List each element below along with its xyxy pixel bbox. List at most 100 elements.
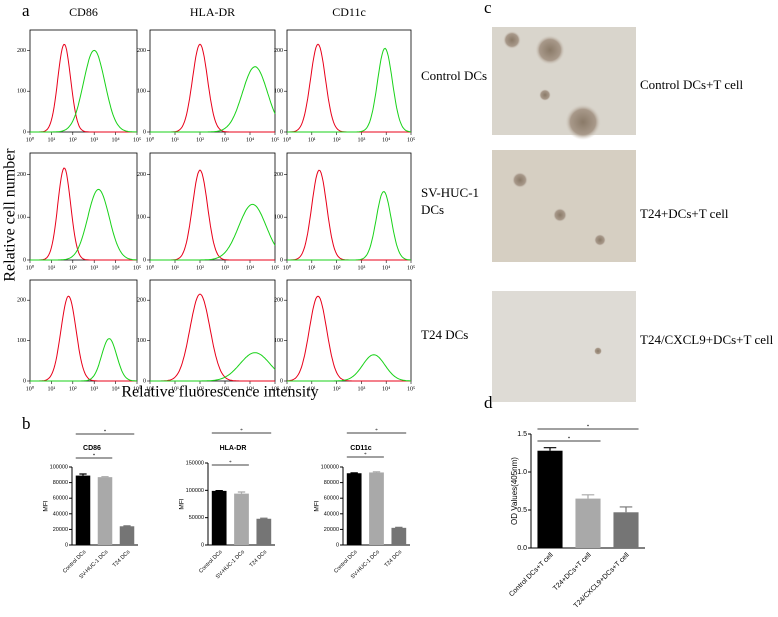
y-tick-label: 100 — [17, 89, 26, 95]
error-bar — [581, 494, 595, 499]
error-bar — [543, 447, 557, 451]
cluster — [512, 172, 528, 188]
x-tick-label: 10¹ — [47, 137, 55, 143]
y-axis-label: MFI — [314, 500, 321, 511]
y-tick-label: 200 — [274, 298, 283, 304]
significance-label: * — [229, 461, 232, 466]
y-tick-label: 0 — [65, 542, 68, 548]
y-tick-label: 0 — [143, 129, 146, 135]
panel-label: b — [22, 414, 31, 433]
y-tick-label: 1.5 — [517, 431, 527, 438]
y-tick-label: 200 — [17, 48, 26, 54]
x-tick-label: 10³ — [221, 137, 229, 143]
y-tick-label: 40000 — [53, 511, 68, 517]
x-tick-label: 10³ — [90, 386, 98, 392]
x-tick-label: 10⁴ — [382, 265, 390, 271]
y-tick-label: 100 — [274, 338, 283, 344]
y-tick-label: 80000 — [53, 480, 68, 486]
y-tick-label: 0 — [201, 542, 204, 548]
x-tick-label: T24 DCs — [112, 549, 132, 569]
x-tick-label: 10⁰ — [283, 385, 292, 392]
histogram-curve — [30, 188, 137, 261]
significance-label: * — [93, 454, 96, 459]
y-axis-label: OD Values(405nm) — [510, 457, 519, 525]
y-tick-label: 200 — [274, 172, 283, 178]
y-axis-label: MFI — [43, 500, 50, 511]
x-tick-label: 10⁵ — [407, 137, 415, 143]
x-tick-label: 10⁴ — [382, 137, 390, 143]
chart-title: CD11c — [350, 445, 372, 452]
y-tick-label: 0 — [336, 542, 339, 548]
x-tick-label: 10⁴ — [246, 137, 254, 143]
y-tick-label: 0 — [23, 378, 26, 384]
y-tick-label: 200 — [137, 172, 146, 178]
x-tick-label: 10⁰ — [146, 385, 155, 392]
error-bar — [79, 473, 87, 476]
histogram-frame — [29, 29, 138, 133]
x-tick-label: 10² — [69, 386, 77, 392]
x-tick-label: 10⁵ — [133, 265, 141, 271]
x-tick-label: 10⁵ — [407, 386, 415, 392]
bar — [234, 493, 249, 545]
histogram-curve — [150, 169, 275, 261]
histogram-curve — [30, 295, 137, 382]
histogram-frame — [29, 279, 138, 382]
cluster — [553, 208, 567, 222]
x-tick-label: 10³ — [221, 265, 229, 271]
x-tick-label: 10¹ — [47, 265, 55, 271]
histogram-curve — [150, 203, 276, 261]
column-header: HLA-DR — [190, 5, 235, 19]
error-bar — [260, 517, 268, 519]
histogram-curve — [30, 43, 137, 133]
x-tick-label: 10¹ — [171, 265, 179, 271]
y-tick-label: 100000 — [50, 464, 68, 470]
histogram-curve — [287, 354, 411, 382]
y-tick-label: 100 — [274, 215, 283, 221]
histogram-frame — [286, 279, 412, 382]
y-tick-label: 0 — [143, 257, 146, 263]
significance-label: * — [587, 425, 590, 430]
y-tick-label: 20000 — [324, 527, 339, 533]
y-axis-label: Relative cell number — [2, 148, 19, 282]
y-tick-label: 200 — [17, 172, 26, 178]
y-axis-label: MFI — [179, 498, 186, 509]
significance-label: * — [375, 429, 378, 434]
cluster — [503, 31, 521, 49]
x-tick-label: 10³ — [357, 386, 365, 392]
x-tick-label: 10¹ — [308, 137, 316, 143]
y-tick-label: 0 — [280, 378, 283, 384]
x-tick-label: 10³ — [357, 265, 365, 271]
x-tick-label: 10³ — [90, 265, 98, 271]
y-tick-label: 50000 — [189, 515, 204, 521]
histogram-curve — [287, 191, 411, 261]
row-label: T24 DCs — [421, 327, 469, 342]
histogram-curve — [30, 338, 138, 382]
y-tick-label: 0 — [280, 257, 283, 263]
x-tick-label: 10¹ — [47, 386, 55, 392]
image — [492, 150, 636, 262]
y-tick-label: 100 — [17, 215, 26, 221]
x-tick-label: 10² — [69, 137, 77, 143]
y-tick-label: 0.0 — [517, 545, 527, 552]
x-tick-label: 10⁰ — [26, 264, 35, 271]
bar — [537, 450, 563, 548]
bar — [346, 473, 362, 545]
x-tick-label: T24 DCs — [249, 549, 269, 569]
y-tick-label: 60000 — [53, 496, 68, 502]
x-tick-label: 10² — [333, 137, 341, 143]
panel-label: d — [484, 393, 493, 412]
histogram-curve — [150, 43, 275, 133]
chart-title: HLA-DR — [220, 445, 247, 452]
chart-title: CD86 — [83, 445, 101, 452]
y-tick-label: 100 — [274, 89, 283, 95]
x-axis-label: Relative fluorescence intensity — [121, 384, 318, 401]
y-tick-label: 20000 — [53, 527, 68, 533]
x-tick-label: 10³ — [357, 137, 365, 143]
x-tick-label: 10⁵ — [133, 137, 141, 143]
cluster — [535, 35, 565, 65]
y-tick-label: 100000 — [186, 488, 204, 494]
x-tick-label: 10⁴ — [246, 265, 254, 271]
x-tick-label: 10⁵ — [407, 265, 415, 271]
cluster — [539, 89, 551, 101]
